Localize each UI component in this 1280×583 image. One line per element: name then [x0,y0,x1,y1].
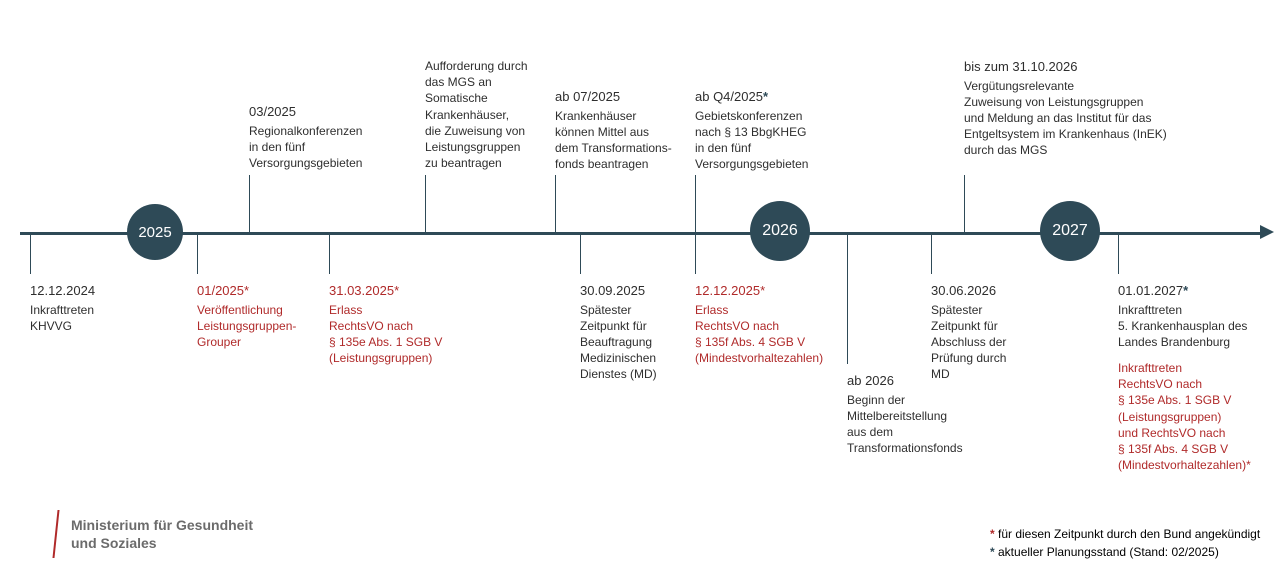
event-body: Erlass RechtsVO nach § 135f Abs. 4 SGB V… [695,302,823,367]
event-date: 01.01.2027* [1118,282,1251,300]
event-body: Vergütungsrelevante Zuweisung von Leistu… [964,78,1167,159]
year-circle: 2027 [1040,201,1100,261]
timeline-event: ab 2026Beginn der Mittelbereitstellung a… [847,372,963,456]
timeline-event: 12.12.2025* Erlass RechtsVO nach § 135f A… [695,282,823,366]
timeline-tick [695,175,696,232]
event-date: 31.03.2025* [329,282,442,300]
timeline-tick [30,234,31,274]
timeline-event: 12.12.2024 Inkrafttreten KHVVG [30,282,95,334]
legend-line-2: aktueller Planungsstand (Stand: 02/2025) [995,545,1219,559]
timeline-tick [1118,234,1119,274]
footer-ministry: Ministerium für Gesundheit und Soziales [55,510,253,558]
event-date: 12.12.2024 [30,282,95,300]
timeline-event: 01/2025* Veröffentlichung Leistungsgruppe… [197,282,296,350]
timeline-tick [695,234,696,274]
event-date: 30.09.2025 [580,282,657,300]
timeline-tick [329,234,330,274]
year-circle: 2025 [127,204,183,260]
event-body: Spätester Zeitpunkt für Beauftragung Med… [580,302,657,383]
timeline-tick [197,234,198,274]
timeline-event: 03/2025 Regionalkonferenzen in den fünf V… [249,103,362,171]
timeline-tick [425,175,426,232]
event-body-secondary: Inkrafttreten RechtsVO nach § 135e Abs. … [1118,360,1251,473]
event-date: 03/2025 [249,103,362,121]
timeline-tick [847,234,848,364]
event-body: Inkrafttreten KHVVG [30,302,95,334]
event-date: 30.06.2026 [931,282,1006,300]
timeline-event: ab 07/2025 Krankenhäuser können Mittel au… [555,88,672,172]
event-date: 01/2025* [197,282,296,300]
timeline-tick [964,175,965,232]
event-body: Spätester Zeitpunkt für Abschluss der Pr… [931,302,1006,383]
event-body: Beginn der Mittelbereitstellung aus dem … [847,392,963,457]
event-body: Erlass RechtsVO nach § 135e Abs. 1 SGB V… [329,302,442,367]
legend: * für diesen Zeitpunkt durch den Bund an… [990,525,1260,561]
event-date: 12.12.2025* [695,282,823,300]
timeline-event: 30.09.2025 Spätester Zeitpunkt für Beauft… [580,282,657,382]
event-body: Regionalkonferenzen in den fünf Versorgu… [249,123,362,172]
event-body: Veröffentlichung Leistungsgruppen- Group… [197,302,296,351]
event-date: ab Q4/2025* [695,88,808,106]
event-date: bis zum 31.10.2026 [964,58,1167,76]
timeline-tick [931,234,932,274]
event-date: ab 07/2025 [555,88,672,106]
timeline-tick [555,175,556,232]
timeline-event: bis zum 31.10.2026 Vergütungsrelevante Zu… [964,58,1167,158]
footer-ministry-text: Ministerium für Gesundheit und Soziales [71,510,253,552]
timeline-event: 30.06.2026 Spätester Zeitpunkt für Abschl… [931,282,1006,382]
event-body: Inkrafttreten 5. Krankenhausplan des Lan… [1118,302,1251,351]
event-body: Aufforderung durch das MGS an Somatische… [425,58,528,171]
footer-accent-bar [52,510,59,558]
event-body: Gebietskonferenzen nach § 13 BbgKHEG in … [695,108,808,173]
timeline-tick [249,175,250,232]
timeline-event: 01.01.2027* Inkrafttreten 5. Krankenhausp… [1118,282,1251,473]
event-body: Krankenhäuser können Mittel aus dem Tran… [555,108,672,173]
legend-line-1: für diesen Zeitpunkt durch den Bund ange… [995,527,1261,541]
timeline-arrowhead [1260,225,1274,239]
timeline-tick [580,234,581,274]
timeline-event: ab Q4/2025* Gebietskonferenzen nach § 13 … [695,88,808,172]
year-circle: 2026 [750,201,810,261]
timeline-event: 31.03.2025* Erlass RechtsVO nach § 135e A… [329,282,442,366]
timeline-event: Aufforderung durch das MGS an Somatische… [425,58,528,171]
